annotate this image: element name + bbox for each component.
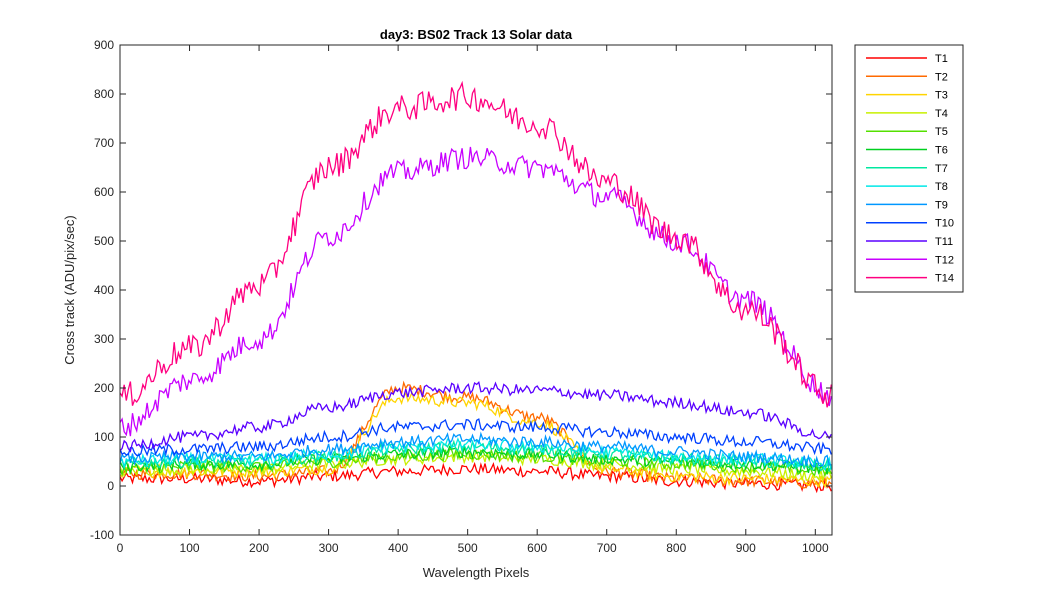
x-tick-label: 200	[249, 541, 269, 555]
legend-label-t12: T12	[935, 254, 954, 266]
series-group	[119, 80, 832, 494]
x-tick-label: 100	[180, 541, 200, 555]
y-tick-label: 900	[94, 38, 114, 52]
y-tick-label: 600	[94, 185, 114, 199]
legend: T1 T2 T3 T4 T5 T6 T7 T8 T9 T10 T11 T12 T14	[854, 44, 964, 293]
series-line-t12	[119, 146, 832, 437]
series-line-t10	[119, 418, 832, 457]
y-axis-label: Cross track (ADU/pix/sec)	[62, 215, 77, 365]
y-tick-label: 400	[94, 283, 114, 297]
y-tick-label: 700	[94, 136, 114, 150]
y-tick-label: 0	[107, 479, 114, 493]
y-tick-label: 100	[94, 430, 114, 444]
series-line-t5	[119, 447, 832, 478]
y-tick-label: -100	[90, 528, 114, 542]
series-line-t11	[119, 381, 832, 453]
x-tick-label: 800	[666, 541, 686, 555]
legend-label-t3: T3	[935, 90, 948, 102]
chart-title: day3: BS02 Track 13 Solar data	[380, 27, 573, 42]
x-tick-label: 1000	[802, 541, 829, 555]
x-tick-label: 900	[736, 541, 756, 555]
legend-label-t11: T11	[935, 236, 953, 248]
legend-label-t1: T1	[935, 53, 948, 65]
legend-label-t6: T6	[935, 145, 948, 157]
axis-ticks: 0 100 200 300 400 500 600 700 800 900 1000-1000100…	[90, 38, 832, 555]
x-tick-label: 500	[458, 541, 478, 555]
x-tick-label: 0	[117, 541, 124, 555]
x-tick-label: 600	[527, 541, 547, 555]
legend-label-t2: T2	[935, 71, 948, 83]
x-axis-label: Wavelength Pixels	[423, 565, 530, 580]
series-line-t1	[119, 461, 832, 494]
legend-label-t14: T14	[935, 273, 954, 285]
y-tick-label: 300	[94, 332, 114, 346]
legend-label-t5: T5	[935, 126, 948, 138]
y-tick-label: 500	[94, 234, 114, 248]
series-line-t14	[119, 80, 832, 408]
legend-label-t8: T8	[935, 181, 948, 193]
legend-label-t4: T4	[935, 108, 948, 120]
legend-label-t7: T7	[935, 163, 948, 175]
x-tick-label: 700	[597, 541, 617, 555]
legend-label-t9: T9	[935, 199, 948, 211]
x-tick-label: 300	[319, 541, 339, 555]
series-line-t9	[119, 431, 832, 468]
x-tick-label: 400	[388, 541, 408, 555]
y-tick-label: 200	[94, 381, 114, 395]
y-tick-label: 800	[94, 87, 114, 101]
legend-label-t10: T10	[935, 218, 954, 230]
